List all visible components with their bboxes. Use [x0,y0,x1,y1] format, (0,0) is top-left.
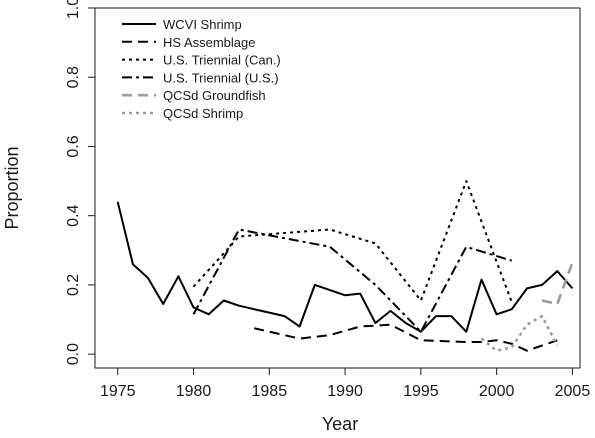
x-tick-label: 1975 [100,383,136,400]
y-tick-label: 0.2 [65,274,82,296]
legend-label-hs-assemblage: HS Assemblage [163,35,256,50]
y-tick-label: 0.6 [65,135,82,157]
x-tick-label: 1985 [252,383,288,400]
legend-label-wcvi-shrimp: WCVI Shrimp [163,17,242,32]
x-tick-label: 2000 [479,383,515,400]
legend-label-u-s-triennial-u-s: U.S. Triennial (U.S.) [163,70,279,85]
y-tick-label: 1.0 [65,0,82,19]
series-layer [116,180,574,353]
series-line-u-s-triennial-u-s [192,228,513,333]
legend-label-u-s-triennial-can: U.S. Triennial (Can.) [163,53,281,68]
y-tick-label: 0.8 [65,66,82,88]
legend-label-qcsd-groundfish: QCSd Groundfish [163,88,266,103]
x-tick-label: 1990 [327,383,363,400]
plot-frame [94,7,581,369]
x-tick-label: 2005 [555,383,591,400]
x-axis: 1975 1980 1985 1990 1995 2000 2005 [100,368,590,400]
y-tick-label: 0.4 [65,204,82,226]
series-line-qcsd-groundfish [541,261,574,306]
x-tick-label: 1980 [176,383,212,400]
y-axis: 0.0 0.2 0.4 0.6 0.8 1.0 [65,0,95,365]
series-line-qcsd-shrimp [480,314,559,353]
x-axis-title: Year [322,414,358,434]
series-line-u-s-triennial-can [192,180,513,303]
legend: WCVI Shrimp HS Assemblage U.S. Triennial (… [122,17,281,121]
y-axis-title: Proportion [2,146,22,229]
series-line-hs-assemblage [253,323,558,352]
legend-label-qcsd-shrimp: QCSd Shrimp [163,106,243,121]
series-line-wcvi-shrimp [116,201,574,333]
x-tick-label: 1995 [403,383,439,400]
y-tick-label: 0.0 [65,343,82,365]
